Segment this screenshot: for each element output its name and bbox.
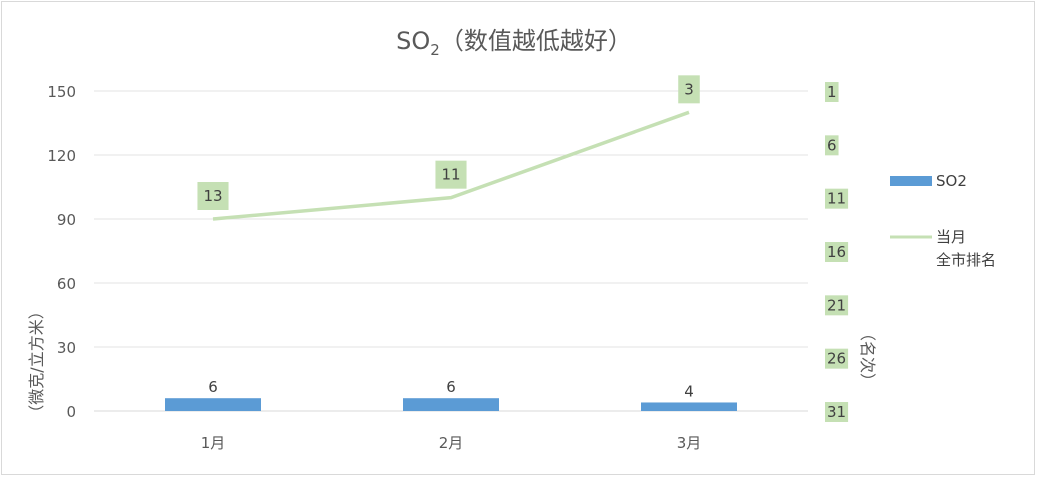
line-data-label-bg: [678, 75, 700, 104]
right-tick-label: 16: [827, 243, 846, 261]
legend-label-so2: SO2: [936, 172, 967, 190]
x-tick-label: 1月: [201, 434, 226, 452]
left-tick-label: 30: [57, 339, 76, 357]
x-tick-label: 3月: [677, 434, 702, 452]
line-series: 13 11 3: [197, 75, 700, 221]
left-tick-label: 0: [66, 403, 76, 421]
left-axis-ticks: 0 30 60 90 120 150: [47, 83, 76, 421]
line-data-label-bg: [435, 160, 467, 189]
left-tick-label: 60: [57, 275, 76, 293]
left-tick-label: 150: [47, 83, 76, 101]
bar-data-label: 4: [684, 382, 694, 400]
legend-label-rank-line2: 全市排名: [936, 251, 996, 269]
line-data-label: 13: [203, 187, 222, 205]
bar-data-label: 6: [446, 378, 456, 396]
rank-line: [212, 110, 690, 221]
bar: [165, 398, 261, 411]
legend-label-rank-line1: 当月: [936, 228, 966, 246]
right-tick-bg: [825, 348, 849, 369]
left-tick-label: 90: [57, 211, 76, 229]
right-tick-bg: [825, 402, 849, 422]
right-tick-bg: [825, 242, 849, 262]
right-tick-label: 6: [827, 136, 837, 154]
right-tick-label: 31: [827, 403, 846, 421]
right-tick-bg: [825, 188, 849, 209]
x-tick-label: 2月: [439, 434, 464, 452]
right-tick-bg: [825, 135, 839, 156]
right-tick-bg: [825, 295, 849, 316]
left-axis-label: （微克/立方米）: [27, 303, 46, 420]
bar: [641, 402, 737, 411]
right-tick-label: 21: [827, 296, 846, 314]
line-data-label: 11: [441, 166, 460, 184]
right-tick-label: 26: [827, 350, 846, 368]
bar-series: 6 6 4: [165, 378, 737, 411]
right-axis-label: （名次）: [858, 325, 877, 389]
gridlines: [94, 90, 808, 412]
right-tick-label: 11: [827, 190, 846, 208]
legend-swatch-so2: [890, 176, 932, 186]
bar: [403, 398, 499, 411]
legend: SO2 当月 全市排名: [890, 172, 996, 269]
chart-title: SO2（数值越低越好）: [396, 27, 632, 59]
right-tick-bg: [825, 82, 839, 102]
line-data-label: 3: [684, 80, 694, 98]
left-tick-label: 120: [47, 147, 76, 165]
bar-data-label: 6: [208, 378, 218, 396]
right-tick-label: 1: [827, 83, 837, 101]
x-axis-ticks: 1月 2月 3月: [201, 434, 702, 452]
line-data-label-bg: [197, 182, 229, 210]
